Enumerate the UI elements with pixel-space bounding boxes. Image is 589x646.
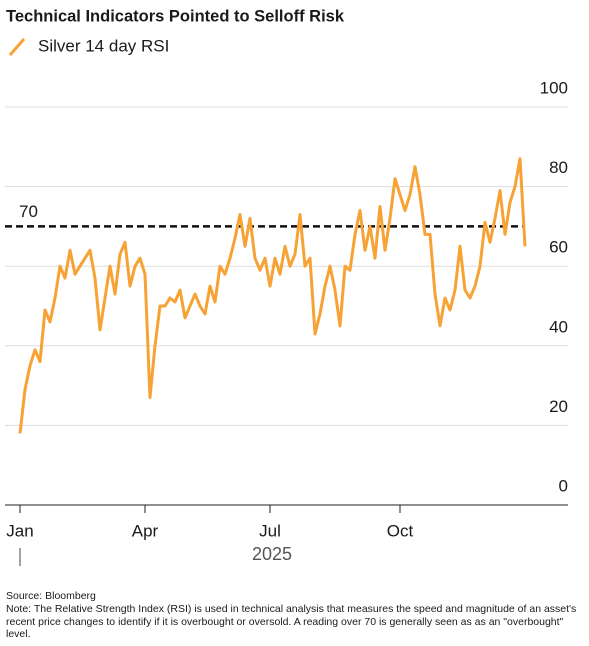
chart: Technical Indicators Pointed to Selloff …: [5, 7, 568, 566]
legend-label: Silver 14 day RSI: [38, 36, 169, 55]
x-tick-label: Oct: [387, 521, 414, 540]
source: Source: Bloomberg: [6, 590, 96, 602]
y-tick-label: 80: [549, 158, 568, 177]
data-line: [18, 157, 527, 434]
y-tick-label: 20: [549, 397, 568, 416]
reference-label: 70: [19, 202, 38, 221]
y-tick-label: 60: [549, 238, 568, 257]
x-tick-label: Apr: [132, 521, 159, 540]
legend-swatch: [8, 38, 26, 56]
chart-title: Technical Indicators Pointed to Selloff …: [6, 7, 345, 25]
year-label: 2025: [252, 544, 292, 564]
x-tick-label: Jan: [6, 521, 33, 540]
y-tick-label: 0: [559, 476, 568, 495]
note: Note: The Relative Strength Index (RSI) …: [6, 603, 577, 640]
x-tick-label: Jul: [259, 521, 281, 540]
y-tick-label: 100: [540, 78, 568, 97]
y-tick-label: 40: [549, 317, 568, 336]
